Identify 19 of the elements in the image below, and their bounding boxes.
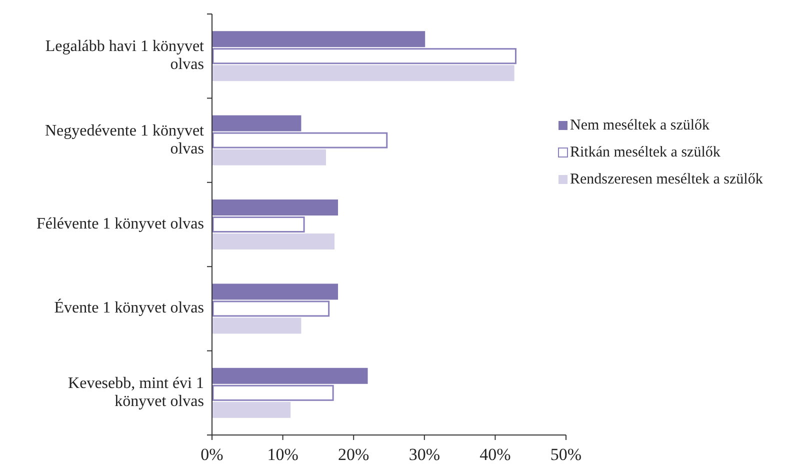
legend-label: Nem meséltek a szülők: [570, 117, 710, 134]
y-tick-label: Legalább havi 1 könyvet olvas: [45, 38, 205, 73]
x-tick-label: 10%: [267, 445, 298, 464]
x-tick-label: 50%: [550, 445, 582, 464]
bar: [212, 234, 334, 250]
bar: [212, 65, 514, 82]
x-tick-label: 20%: [338, 445, 370, 464]
bar: [212, 318, 302, 334]
legend-label: Ritkán meséltek a szülők: [570, 144, 721, 160]
y-tick-label: Kevesebb, mint évi 1 könyvet olvas: [68, 374, 204, 410]
y-tick-label: Negyedévente 1 könyvet olvas: [44, 122, 205, 157]
bar: [212, 402, 291, 418]
x-tick-label: 30%: [408, 445, 440, 464]
y-tick-label: Félévente 1 könyvet olvas: [36, 215, 204, 232]
legend-label: Rendszeresen meséltek a szülők: [570, 171, 764, 188]
x-tick-label: 40%: [480, 445, 511, 464]
bar: [212, 149, 326, 166]
y-tick-label: Évente 1 könyvet olvas: [54, 298, 204, 316]
x-tick-label: 0%: [200, 445, 224, 464]
